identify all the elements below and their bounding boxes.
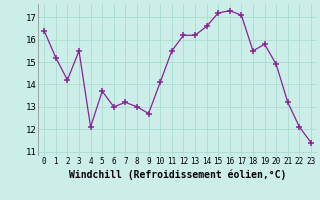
X-axis label: Windchill (Refroidissement éolien,°C): Windchill (Refroidissement éolien,°C) bbox=[69, 169, 286, 180]
